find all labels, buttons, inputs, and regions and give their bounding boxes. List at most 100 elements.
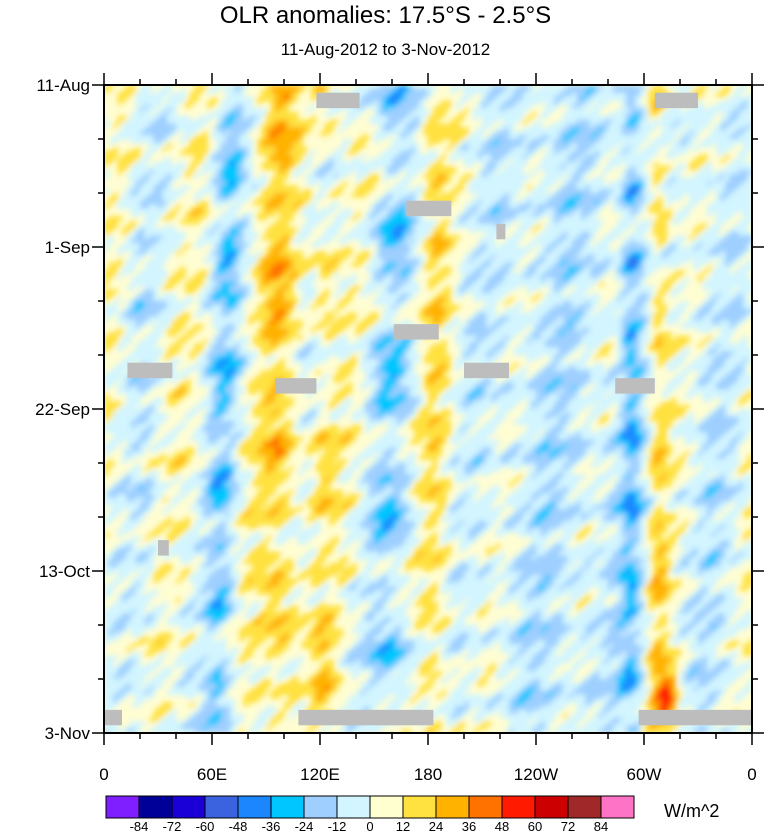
anomaly-cell xyxy=(396,247,402,252)
anomaly-cell xyxy=(491,200,497,206)
anomaly-cell xyxy=(567,208,573,213)
anomaly-cell xyxy=(495,88,501,94)
anomaly-cell xyxy=(491,266,497,271)
anomaly-cell xyxy=(131,85,137,90)
anomaly-cell xyxy=(599,92,605,98)
anomaly-cell xyxy=(234,223,240,229)
anomaly-cell xyxy=(644,112,650,117)
anomaly-cell xyxy=(504,204,510,210)
anomaly-cell xyxy=(743,204,749,210)
anomaly-cell xyxy=(576,166,582,171)
anomaly-cell xyxy=(117,262,123,267)
anomaly-cell xyxy=(468,204,474,210)
anomaly-cell xyxy=(504,266,510,271)
anomaly-cell xyxy=(396,223,402,229)
anomaly-cell xyxy=(738,154,744,159)
anomaly-cell xyxy=(491,243,497,248)
anomaly-cell xyxy=(198,119,204,125)
anomaly-cell xyxy=(626,154,632,159)
anomaly-cell xyxy=(284,139,290,144)
anomaly-cell xyxy=(387,235,393,240)
anomaly-cell xyxy=(671,112,677,117)
anomaly-cell xyxy=(243,112,249,117)
anomaly-cell xyxy=(194,162,200,167)
anomaly-cell xyxy=(545,166,551,171)
anomaly-cell xyxy=(657,208,663,213)
anomaly-cell xyxy=(378,223,384,229)
anomaly-cell xyxy=(176,204,182,210)
anomaly-cell xyxy=(329,173,335,179)
anomaly-cell xyxy=(185,135,191,140)
anomaly-cell xyxy=(342,123,348,129)
anomaly-cell xyxy=(563,115,569,121)
anomaly-cell xyxy=(707,142,713,148)
anomaly-cell xyxy=(621,262,627,267)
anomaly-cell xyxy=(270,85,276,90)
anomaly-cell xyxy=(500,181,506,186)
anomaly-cell xyxy=(405,239,411,244)
anomaly-cell xyxy=(135,189,141,194)
anomaly-cell xyxy=(464,212,470,217)
anomaly-cell xyxy=(405,119,411,125)
anomaly-cell xyxy=(279,146,285,152)
anomaly-cell xyxy=(473,135,479,140)
anomaly-cell xyxy=(612,92,618,98)
anomaly-cell xyxy=(284,254,290,260)
anomaly-cell xyxy=(275,231,281,237)
anomaly-cell xyxy=(536,204,542,210)
anomaly-cell xyxy=(662,216,668,221)
anomaly-cell xyxy=(297,196,303,202)
anomaly-cell xyxy=(288,162,294,167)
anomaly-cell xyxy=(216,196,222,202)
anomaly-cell xyxy=(360,169,366,175)
anomaly-cell xyxy=(216,189,222,194)
anomaly-cell xyxy=(653,123,659,129)
anomaly-cell xyxy=(423,112,429,117)
anomaly-cell xyxy=(396,158,402,163)
anomaly-cell xyxy=(342,254,348,260)
anomaly-cell xyxy=(194,274,200,279)
anomaly-cell xyxy=(176,173,182,179)
anomaly-cell xyxy=(563,85,569,90)
anomaly-cell xyxy=(518,204,524,210)
anomaly-cell xyxy=(369,181,375,186)
anomaly-cell xyxy=(738,208,744,213)
anomaly-cell xyxy=(365,235,371,240)
anomaly-cell xyxy=(279,212,285,217)
anomaly-cell xyxy=(626,131,632,136)
anomaly-cell xyxy=(392,208,398,213)
anomaly-cell xyxy=(675,139,681,144)
anomaly-cell xyxy=(513,92,519,98)
anomaly-cell xyxy=(216,181,222,186)
anomaly-cell xyxy=(716,131,722,136)
anomaly-cell xyxy=(432,127,438,132)
anomaly-cell xyxy=(266,146,272,152)
anomaly-cell xyxy=(500,158,506,163)
anomaly-cell xyxy=(270,162,276,167)
anomaly-cell xyxy=(243,181,249,186)
anomaly-cell xyxy=(666,193,672,198)
anomaly-cell xyxy=(558,92,564,98)
anomaly-cell xyxy=(198,274,204,279)
anomaly-cell xyxy=(140,243,146,248)
anomaly-cell xyxy=(108,154,114,159)
anomaly-cell xyxy=(464,108,470,113)
anomaly-cell xyxy=(482,96,488,102)
anomaly-cell xyxy=(675,181,681,186)
anomaly-cell xyxy=(504,250,510,256)
anomaly-cell xyxy=(248,262,254,267)
anomaly-cell xyxy=(167,142,173,148)
anomaly-cell xyxy=(491,88,497,94)
anomaly-cell xyxy=(729,142,735,148)
anomaly-cell xyxy=(248,231,254,237)
anomaly-cell xyxy=(455,115,461,121)
anomaly-cell xyxy=(329,266,335,271)
anomaly-cell xyxy=(626,135,632,140)
anomaly-cell xyxy=(536,258,542,264)
anomaly-cell xyxy=(567,146,573,152)
anomaly-cell xyxy=(513,204,519,210)
anomaly-cell xyxy=(414,96,420,102)
anomaly-cell xyxy=(473,112,479,117)
anomaly-cell xyxy=(545,135,551,140)
anomaly-cell xyxy=(414,266,420,271)
